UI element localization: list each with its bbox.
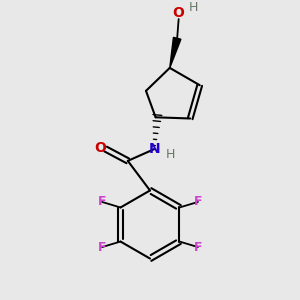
Text: F: F	[98, 196, 106, 208]
Text: F: F	[98, 241, 106, 254]
Text: F: F	[194, 196, 202, 208]
Text: F: F	[194, 241, 202, 254]
Text: O: O	[173, 5, 184, 20]
Text: N: N	[148, 142, 160, 156]
Text: H: H	[189, 1, 198, 14]
Text: O: O	[94, 140, 106, 154]
Text: H: H	[166, 148, 175, 161]
Polygon shape	[170, 38, 181, 68]
